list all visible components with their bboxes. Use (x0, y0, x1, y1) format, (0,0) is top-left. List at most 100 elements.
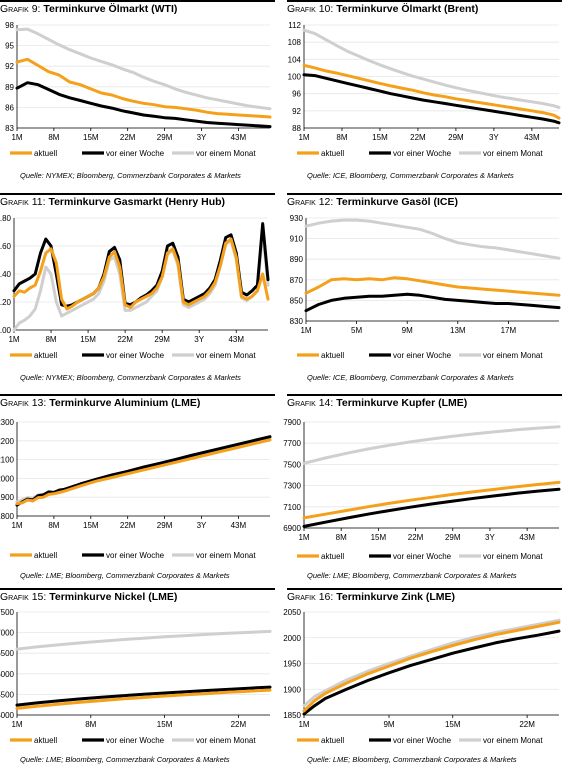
legend-label-month: vor einem Monat (196, 351, 256, 360)
chart-panel-gasoel: Grafik 12: Terminkurve Gasöl (ICE) 830 85… (287, 193, 562, 382)
y-tick-label: 83 (5, 124, 14, 133)
x-tick-label: 15M (445, 720, 461, 729)
x-tick-label: 1M (11, 720, 22, 729)
y-tick-label: 930 (290, 214, 304, 223)
series-line-week (15, 685, 272, 707)
x-tick-label: 8M (85, 720, 96, 729)
x-tick-label: 22M (231, 720, 247, 729)
y-tick-label: 2100 (0, 456, 15, 465)
x-tick-label: 5M (351, 326, 362, 335)
y-tick-label: 910 (290, 235, 304, 244)
y-tick-label: 96 (292, 90, 301, 99)
chart-source: Quelle: ICE, Bloomberg, Commerzbank Corp… (307, 171, 514, 180)
y-tick-label: 15000 (0, 711, 15, 720)
x-tick-label: 22M (120, 521, 136, 530)
series-line-month (304, 218, 561, 260)
x-tick-label: 22M (120, 133, 136, 142)
legend-label-current: aktuell (34, 551, 57, 560)
x-tick-label: 3Y (197, 521, 207, 530)
x-tick-label: 8M (336, 533, 347, 542)
legend-label-week: vor einer Woche (106, 551, 165, 560)
y-tick-label: 2300 (0, 418, 15, 427)
x-tick-label: 29M (448, 133, 464, 142)
x-tick-label: 22M (410, 133, 426, 142)
legend-label-week: vor einer Woche (106, 351, 165, 360)
x-tick-label: 1M (298, 533, 309, 542)
chart-svg: 88 92 96 100 104 108 112 1M 8M 15M 22M 29M 3Y 43M aktu… (288, 21, 561, 158)
y-tick-label: 17500 (0, 608, 15, 617)
y-tick-label: 7300 (283, 482, 301, 491)
chart-panel-nickel: Grafik 15: Terminkurve Nickel (LME) 1500… (0, 588, 275, 776)
y-tick-label: 870 (290, 276, 304, 285)
chart-title: Grafik 16: Terminkurve Zink (LME) (287, 591, 456, 603)
series-line-current (302, 480, 561, 520)
legend-label-month: vor einem Monat (196, 551, 256, 560)
y-tick-label: 17000 (0, 629, 15, 638)
x-tick-label: 22M (117, 335, 133, 344)
x-tick-label: 3Y (194, 335, 204, 344)
y-tick-label: 7700 (283, 439, 301, 448)
y-tick-label: 89 (5, 83, 14, 92)
y-tick-label: 4.20 (0, 298, 12, 307)
x-tick-label: 15M (157, 720, 173, 729)
x-tick-label: 17M (501, 326, 517, 335)
chart-panel-kupfer: Grafik 14: Terminkurve Kupfer (LME) 6900… (283, 394, 562, 582)
legend-label-month: vor einem Monat (483, 552, 543, 561)
chart-svg: 1800 1900 2000 2100 2200 2300 1M 8M 15M 22M 29M 3Y 4… (0, 418, 272, 560)
legend-label-current: aktuell (34, 736, 57, 745)
x-tick-label: 8M (45, 335, 56, 344)
y-tick-label: 112 (288, 21, 301, 30)
x-tick-label: 8M (48, 133, 59, 142)
series-line-week (302, 629, 561, 716)
x-tick-label: 22M (519, 720, 535, 729)
x-tick-label: 9M (383, 720, 394, 729)
x-tick-label: 1M (298, 720, 309, 729)
x-tick-label: 29M (157, 521, 173, 530)
chart-source: Quelle: LME; Bloomberg, Commerzbank Corp… (307, 571, 517, 580)
chart-title: Grafik 12: Terminkurve Gasöl (ICE) (287, 196, 458, 208)
x-tick-label: 15M (83, 133, 99, 142)
legend-label-week: vor einer Woche (393, 351, 452, 360)
legend-label-week: vor einer Woche (393, 736, 452, 745)
legend-label-week: vor einer Woche (393, 552, 452, 561)
y-tick-label: 88 (292, 124, 301, 133)
chart-title: Grafik 9: Terminkurve Ölmarkt (WTI) (0, 3, 178, 15)
chart-title: Grafik 15: Terminkurve Nickel (LME) (0, 591, 178, 603)
chart-title: Grafik 11: Terminkurve Gasmarkt (Henry H… (0, 196, 226, 208)
y-tick-label: 1800 (0, 512, 15, 521)
y-tick-label: 830 (290, 317, 304, 326)
legend-label-week: vor einer Woche (393, 149, 452, 158)
series-line-week (15, 81, 272, 129)
x-tick-label: 15M (83, 521, 99, 530)
series-line-current (15, 688, 272, 710)
y-tick-label: 108 (288, 38, 302, 47)
x-tick-label: 8M (48, 521, 59, 530)
chart-svg: 4.00 4.20 4.40 4.60 4.80 1M 8M 15M 22M 29M 3Y 43M ak… (0, 214, 270, 360)
chart-svg: 83 86 89 92 95 98 1M 8M 15M 22M 29M 3Y 43M aktuell vor… (5, 21, 272, 158)
chart-source: Quelle: LME; Bloomberg, Commerzbank Corp… (307, 755, 517, 764)
series-line-current (302, 63, 561, 120)
top-rule (0, 394, 275, 396)
y-tick-label: 104 (288, 55, 302, 64)
chart-svg: 15000 15500 16000 16500 17000 17500 1M 8M 15M 22M… (0, 608, 272, 745)
x-tick-label: 15M (372, 133, 388, 142)
chart-panel-henry-hub: Grafik 11: Terminkurve Gasmarkt (Henry H… (0, 193, 275, 382)
series-line-month (302, 618, 561, 708)
top-rule (287, 394, 562, 396)
legend-label-current: aktuell (34, 351, 57, 360)
y-tick-label: 92 (292, 107, 301, 116)
top-rule (287, 588, 562, 590)
legend-label-month: vor einem Monat (483, 149, 543, 158)
legend-label-week: vor einer Woche (106, 736, 165, 745)
chart-source: Quelle: ICE, Bloomberg, Commerzbank Corp… (307, 373, 514, 382)
legend-label-current: aktuell (321, 736, 344, 745)
x-tick-label: 29M (445, 533, 461, 542)
y-tick-label: 7100 (283, 503, 301, 512)
top-rule (0, 193, 275, 195)
series-line-month (15, 629, 272, 651)
legend-label-current: aktuell (321, 149, 344, 158)
y-tick-label: 1900 (283, 685, 301, 694)
x-tick-label: 1M (298, 133, 309, 142)
y-tick-label: 15500 (0, 690, 15, 699)
top-rule (0, 588, 275, 590)
